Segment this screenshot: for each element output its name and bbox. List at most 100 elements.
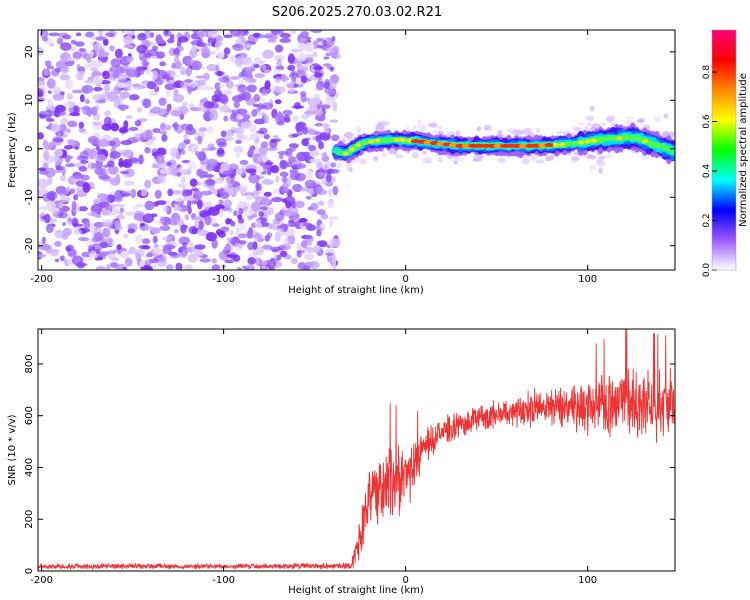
noise-blob xyxy=(99,241,109,249)
noise-blob xyxy=(223,108,228,112)
noise-blob xyxy=(95,154,107,163)
noise-blob xyxy=(172,94,185,103)
noise-blob xyxy=(107,165,119,175)
noise-blob xyxy=(169,147,179,157)
band-halo-speck xyxy=(395,154,403,159)
band-halo-speck xyxy=(625,116,635,120)
band-halo-speck xyxy=(356,129,362,136)
noise-blob xyxy=(173,56,180,64)
noise-blob xyxy=(329,67,334,72)
noise-blob xyxy=(292,183,303,193)
noise-blob xyxy=(112,257,119,262)
noise-blob xyxy=(62,227,72,237)
noise-blob xyxy=(264,234,271,242)
noise-blob xyxy=(89,67,99,72)
noise-blob xyxy=(206,63,218,72)
noise-blob xyxy=(174,229,179,234)
noise-blob xyxy=(231,109,237,120)
band-core xyxy=(368,139,375,144)
noise-blob xyxy=(132,206,139,212)
noise-blob xyxy=(300,75,308,84)
noise-blob xyxy=(302,67,308,72)
noise-blob xyxy=(301,138,309,147)
noise-blob xyxy=(220,162,230,172)
noise-blob xyxy=(270,30,281,36)
noise-blob xyxy=(257,155,269,163)
noise-blob xyxy=(38,178,49,189)
noise-blob xyxy=(161,236,172,241)
band-halo-speck xyxy=(604,153,613,159)
noise-blob xyxy=(238,208,244,215)
noise-blob xyxy=(56,110,66,116)
noise-blob xyxy=(325,96,336,106)
noise-blob xyxy=(123,44,135,49)
noise-blob xyxy=(307,129,319,136)
noise-blob xyxy=(245,168,257,174)
noise-blob xyxy=(38,253,46,258)
noise-blob xyxy=(299,90,307,97)
noise-blob xyxy=(177,183,187,188)
band-core xyxy=(559,142,566,147)
noise-blob xyxy=(329,168,340,174)
noise-blob xyxy=(140,57,149,68)
noise-blob xyxy=(331,35,336,42)
noise-blob xyxy=(135,252,142,262)
snr-series-line xyxy=(38,329,675,571)
noise-blob xyxy=(78,127,86,133)
noise-blob xyxy=(263,133,270,140)
noise-blob xyxy=(123,233,129,239)
noise-blob xyxy=(169,33,175,40)
noise-blob xyxy=(316,171,326,178)
noise-blob xyxy=(67,120,78,128)
noise-blob xyxy=(42,139,49,149)
band-core xyxy=(552,142,559,147)
noise-blob xyxy=(154,189,162,199)
noise-blob xyxy=(187,253,198,263)
noise-blob xyxy=(66,93,74,100)
noise-blob xyxy=(98,30,104,38)
snr-y-tick-label: 0 xyxy=(24,568,35,574)
band-halo-speck xyxy=(455,130,461,137)
heatmap-y-tick-label: 20 xyxy=(24,45,35,58)
noise-blob xyxy=(194,244,206,250)
noise-blob xyxy=(161,74,170,80)
band-core xyxy=(591,138,598,143)
noise-blob xyxy=(196,199,203,210)
noise-blob xyxy=(275,76,281,84)
noise-blob xyxy=(75,32,82,37)
band-halo-speck xyxy=(437,124,444,131)
band-core xyxy=(641,139,648,144)
noise-blob xyxy=(142,213,155,224)
colorbar-gradient xyxy=(712,30,736,270)
noise-blob xyxy=(328,216,339,221)
noise-blob xyxy=(101,209,112,216)
noise-blob xyxy=(66,139,73,143)
noise-blob xyxy=(227,218,233,222)
noise-blob xyxy=(126,56,134,63)
band-halo-speck xyxy=(535,128,541,133)
noise-blob xyxy=(128,246,137,255)
noise-blob xyxy=(262,49,274,59)
band-core xyxy=(399,138,406,143)
noise-blob xyxy=(141,238,151,245)
band-core xyxy=(635,136,642,141)
noise-blob xyxy=(96,150,104,156)
noise-blob xyxy=(104,110,112,117)
noise-blob xyxy=(124,168,135,177)
noise-blob xyxy=(109,45,115,52)
noise-blob xyxy=(243,208,255,217)
noise-blob xyxy=(203,72,210,81)
noise-blob xyxy=(152,128,161,133)
noise-blob xyxy=(125,80,132,90)
noise-blob xyxy=(120,148,132,158)
noise-blob xyxy=(143,265,153,270)
noise-blob xyxy=(251,190,260,200)
noise-blob xyxy=(250,201,262,212)
noise-blob xyxy=(199,258,212,263)
heatmap-y-tick-label: 0 xyxy=(24,146,35,152)
noise-blob xyxy=(273,252,278,259)
noise-blob xyxy=(291,160,302,168)
noise-blob xyxy=(207,143,215,152)
noise-blob xyxy=(86,211,98,217)
noise-blob xyxy=(233,145,244,153)
